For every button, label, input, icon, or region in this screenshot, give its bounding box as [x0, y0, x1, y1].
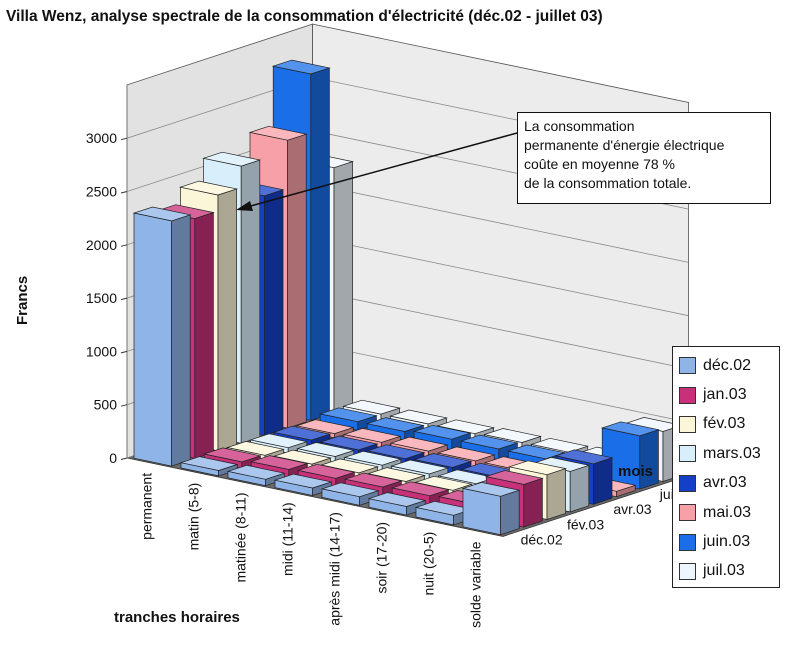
annotation-line: La consommation: [524, 118, 635, 134]
legend-label: jan.03: [703, 386, 747, 404]
legend-label: fév.03: [703, 415, 746, 433]
x-axis-ticks: permanent matin (5-8) matinée (8-11) midi (…: [139, 473, 484, 628]
x-tick-label: soir (17-20): [374, 522, 390, 594]
annotation-line: de la consommation totale.: [524, 175, 692, 191]
legend-label: mars.03: [703, 444, 761, 462]
legend-item: déc.02: [679, 351, 773, 380]
legend-item: avr.03: [679, 469, 773, 498]
y-tick-mark: [120, 350, 128, 354]
legend-item: juin.03: [679, 527, 773, 556]
y-tick-label: 1000: [86, 343, 117, 359]
annotation-box: La consommation permanente d'énergie éle…: [517, 112, 771, 204]
legend-swatch: [679, 445, 696, 463]
legend-item: mai.03: [679, 498, 773, 527]
depth-tick-label: avr.03: [613, 501, 651, 517]
y-axis-label: Francs: [14, 275, 31, 325]
y-tick-mark: [120, 191, 128, 194]
legend-label: déc.02: [703, 356, 752, 374]
legend-swatch: [679, 474, 696, 492]
depth-tick-label: fév.03: [567, 516, 604, 532]
chart-legend: déc.02 jan.03 fév.03 mars.03 avr.03 mai.…: [672, 346, 780, 588]
legend-swatch: [679, 504, 696, 522]
annotation-arrow: [236, 132, 518, 211]
y-tick-label: 2000: [86, 237, 117, 253]
y-axis-ticks: 0 500 1000 1500 2000 2500 3000: [86, 130, 128, 466]
bar: [320, 482, 380, 506]
y-tick-mark: [120, 457, 128, 460]
legend-label: juin.03: [703, 533, 751, 551]
x-tick-label: matin (5-8): [186, 483, 202, 551]
annotation-arrow-line: [243, 132, 518, 209]
y-tick-label: 0: [109, 450, 117, 466]
chart-bars: [132, 59, 683, 536]
y-tick-mark: [120, 137, 128, 141]
y-tick-mark: [120, 244, 128, 247]
annotation-line: permanente d'énergie électrique: [524, 137, 725, 153]
x-axis-label: tranches horaires: [114, 609, 240, 626]
y-tick-label: 500: [94, 397, 118, 413]
annotation-line: coûte en moyenne 78 %: [524, 156, 675, 172]
x-tick-label: matinée (8-11): [233, 493, 249, 583]
legend-swatch: [679, 562, 696, 580]
x-tick-label: midi (11-14): [280, 502, 296, 576]
bar: [179, 456, 239, 477]
x-tick-label: nuit (20-5): [421, 532, 437, 596]
legend-label: avr.03: [703, 474, 747, 492]
x-tick-label: permanent: [139, 473, 155, 540]
legend-swatch: [679, 386, 696, 404]
legend-item: fév.03: [679, 410, 773, 439]
bar: [461, 482, 521, 536]
legend-label: mai.03: [703, 503, 752, 521]
legend-item: mars.03: [679, 439, 773, 468]
chart-title: Villa Wenz, analyse spectrale de la cons…: [6, 8, 603, 25]
legend-swatch: [679, 357, 696, 375]
y-tick-mark: [120, 297, 128, 301]
legend-item: jan.03: [679, 380, 773, 409]
legend-swatch: [679, 415, 696, 433]
depth-tick-label: déc.02: [521, 532, 563, 548]
y-tick-label: 1500: [86, 290, 117, 306]
annotation-arrow-head: [236, 201, 253, 211]
legend-label: juil.03: [703, 562, 745, 580]
y-tick-label: 3000: [86, 130, 117, 146]
depth-axis-label: mois: [618, 463, 654, 480]
bar: [132, 206, 192, 467]
y-tick-label: 2500: [86, 184, 117, 200]
legend-swatch: [679, 533, 696, 551]
x-tick-label: après midi (14-17): [327, 512, 343, 626]
legend-item: juil.03: [679, 557, 773, 586]
bar: [226, 464, 286, 487]
y-tick-mark: [120, 404, 128, 407]
x-tick-label: solde variable: [468, 541, 484, 628]
